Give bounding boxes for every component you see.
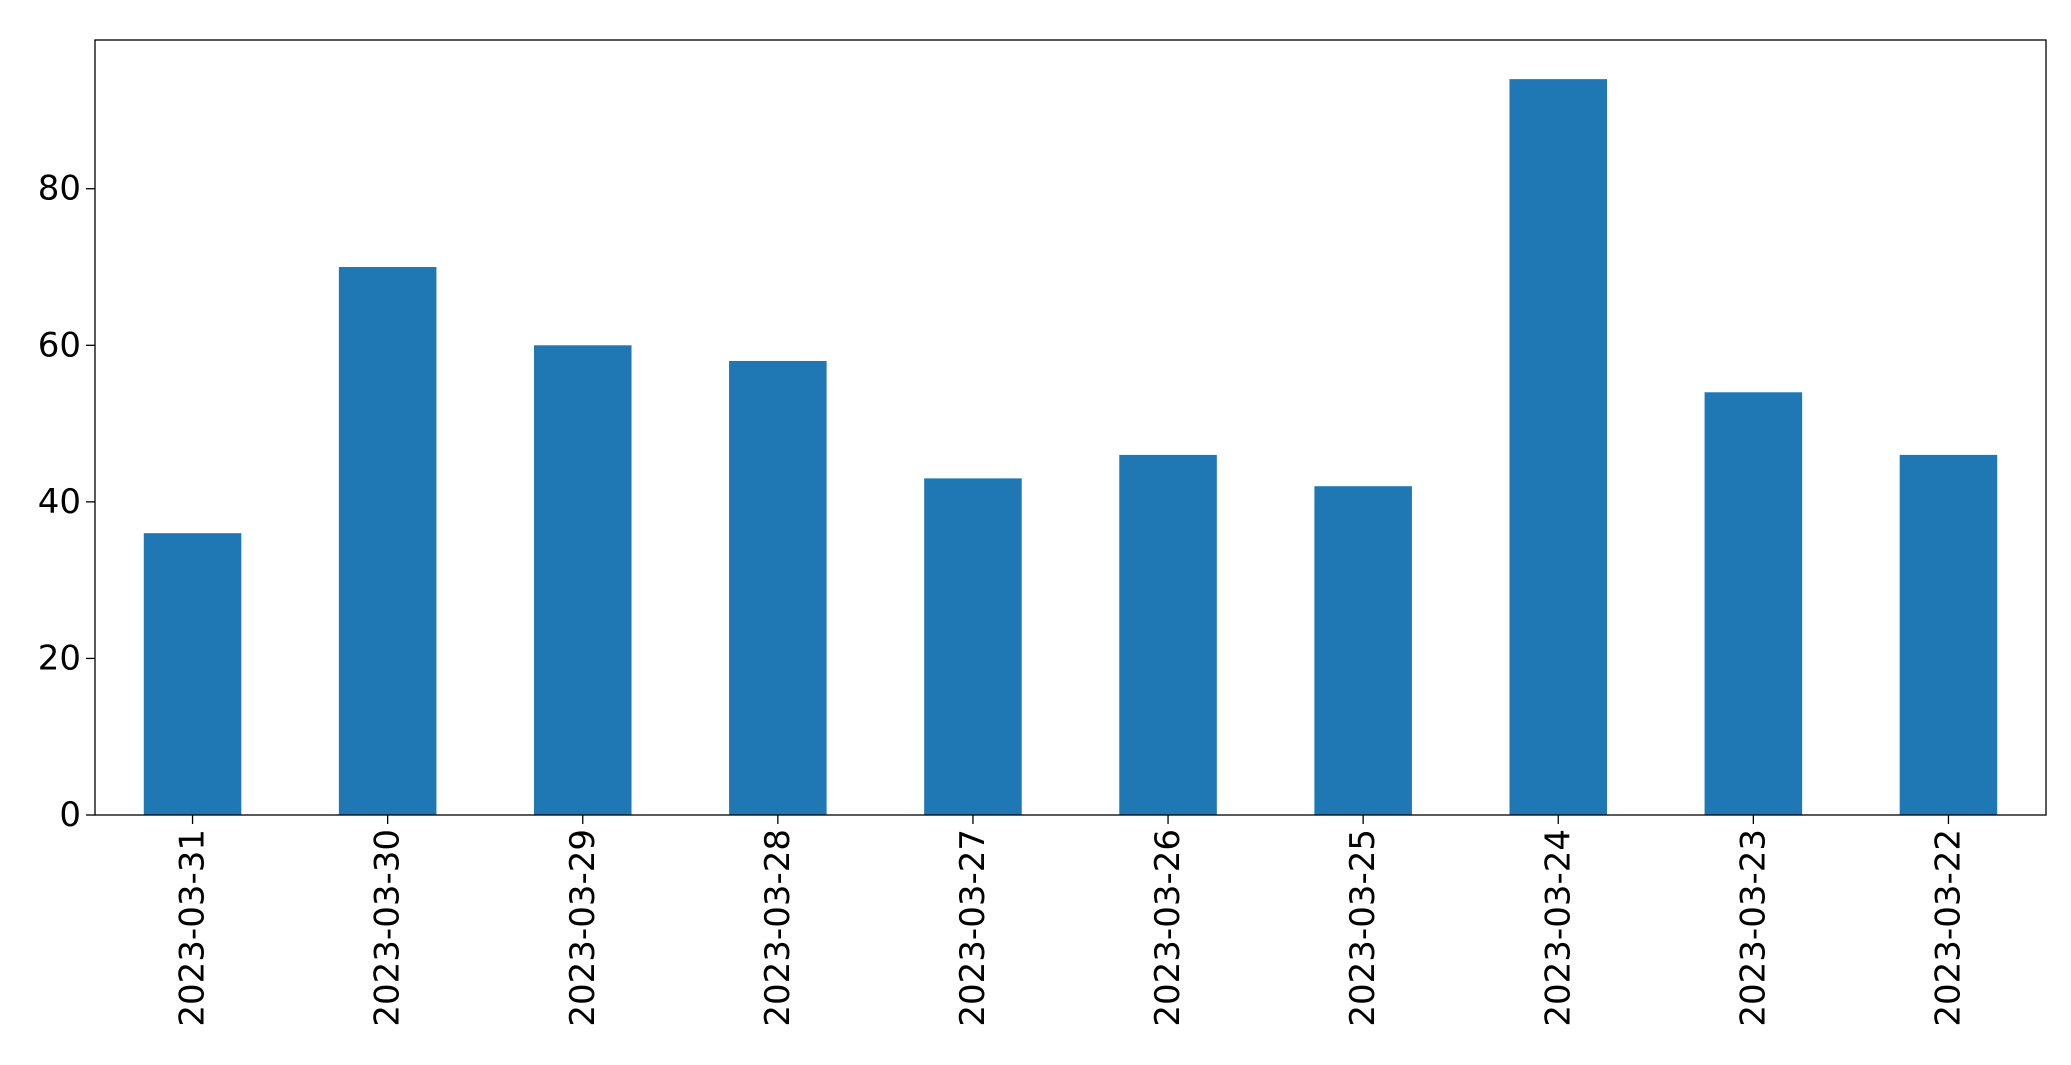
y-tick-label: 40 xyxy=(38,482,81,522)
x-tick-label: 2023-03-28 xyxy=(758,829,798,1027)
bar-2023-03-26 xyxy=(1119,454,1217,815)
x-axis: 2023-03-31 2023-03-30 2023-03-29 2023-03-28… xyxy=(173,815,1968,1027)
bar-2023-03-22 xyxy=(1899,454,1998,815)
bars-group xyxy=(143,79,1998,815)
bar-2023-03-24 xyxy=(1509,79,1608,815)
x-tick-label: 2023-03-25 xyxy=(1343,829,1383,1027)
y-tick-label: 80 xyxy=(38,169,81,209)
x-tick-label: 2023-03-24 xyxy=(1538,829,1578,1027)
y-tick-label: 60 xyxy=(38,325,81,365)
bar-2023-03-31 xyxy=(143,533,242,815)
bar-2023-03-30 xyxy=(338,267,437,815)
y-axis: 0 20 40 60 80 xyxy=(38,169,95,835)
x-tick-label: 2023-03-22 xyxy=(1928,829,1968,1027)
x-tick-label: 2023-03-30 xyxy=(368,829,408,1027)
y-tick-label: 0 xyxy=(59,795,81,835)
x-tick-label: 2023-03-31 xyxy=(173,829,213,1027)
x-tick-label: 2023-03-23 xyxy=(1733,829,1773,1027)
plot-frame xyxy=(94,39,2047,816)
x-tick-label: 2023-03-27 xyxy=(953,829,993,1027)
bar-2023-03-29 xyxy=(533,345,632,815)
bar-2023-03-28 xyxy=(729,360,827,815)
bar-2023-03-27 xyxy=(924,478,1022,815)
x-tick-label: 2023-03-29 xyxy=(563,829,603,1027)
bar-2023-03-25 xyxy=(1314,486,1412,815)
x-tick-label: 2023-03-26 xyxy=(1148,829,1188,1027)
y-tick-label: 20 xyxy=(38,638,81,678)
bar-2023-03-23 xyxy=(1704,392,1803,815)
